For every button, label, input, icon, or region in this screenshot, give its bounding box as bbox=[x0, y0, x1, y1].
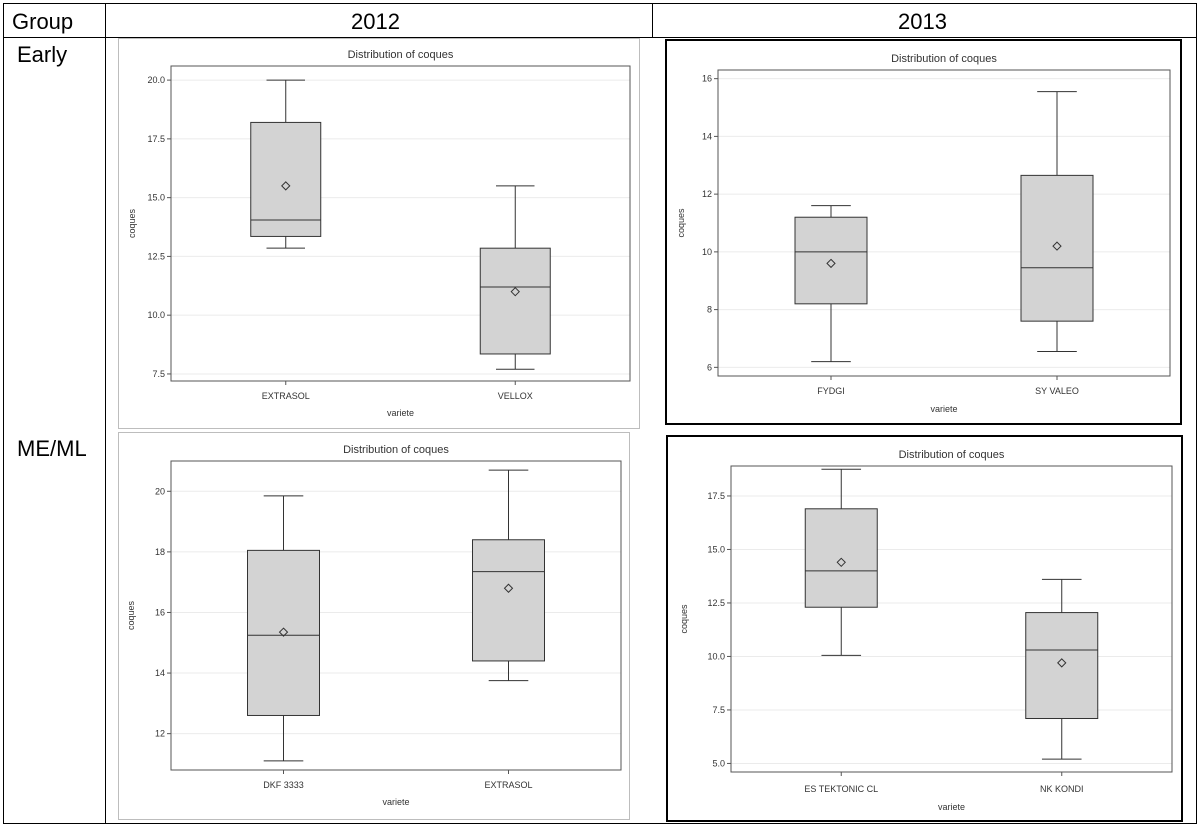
mean-marker bbox=[503, 583, 514, 593]
boxplot-chart-meml-2013: ES TEKTONIC CL NK KONDI 5.0 7.5 10.0 12.5 15.0… bbox=[679, 449, 1173, 812]
y-tick-label: 20.0 bbox=[147, 75, 165, 85]
box-es-tektonic-cl bbox=[804, 468, 878, 656]
y-tick-label: 16 bbox=[155, 607, 165, 617]
y-tick-label: 12.5 bbox=[147, 251, 165, 261]
box-extrasol bbox=[250, 79, 322, 249]
box-fydgi bbox=[794, 205, 868, 363]
mean-marker bbox=[510, 286, 520, 297]
table-top-border bbox=[3, 3, 1197, 4]
y-tick-label: 18 bbox=[155, 547, 165, 557]
y-tick-label: 7.5 bbox=[712, 705, 725, 715]
iqr-box bbox=[794, 216, 868, 305]
x-tick-label: NK KONDI bbox=[1040, 784, 1084, 794]
x-axis-label: variete bbox=[387, 408, 414, 418]
mean-marker bbox=[1052, 241, 1062, 251]
x-tick-label: ES TEKTONIC CL bbox=[804, 784, 878, 794]
boxplot-chart-meml-2012: DKF 3333 EXTRASOL 12 14 16 18 20 Distribution o… bbox=[126, 444, 622, 807]
x-tick-label: VELLOX bbox=[498, 391, 533, 401]
header-year-2012: 2012 bbox=[351, 9, 400, 34]
box-nk-kondi bbox=[1025, 578, 1099, 760]
iqr-box bbox=[1020, 174, 1094, 322]
box-sy-valeo bbox=[1020, 91, 1094, 352]
iqr-box bbox=[1025, 612, 1099, 720]
header-group: Group bbox=[12, 9, 74, 34]
y-tick-label: 14 bbox=[702, 131, 712, 141]
y-axis-label: coques bbox=[127, 208, 137, 238]
x-axis-label: variete bbox=[930, 404, 957, 414]
y-axis-label: coques bbox=[126, 600, 136, 630]
iqr-box bbox=[247, 549, 320, 716]
x-axis-label: variete bbox=[382, 797, 409, 807]
y-tick-label: 10.0 bbox=[147, 310, 165, 320]
box-vellox bbox=[479, 185, 551, 370]
chart-title: Distribution of coques bbox=[899, 449, 1005, 461]
y-tick-label: 10 bbox=[702, 247, 712, 257]
chart-title: Distribution of coques bbox=[343, 444, 449, 456]
y-tick-label: 6 bbox=[707, 362, 712, 372]
mean-marker bbox=[1057, 658, 1067, 668]
y-tick-label: 15.0 bbox=[147, 193, 165, 203]
y-tick-label: 12.5 bbox=[707, 598, 725, 608]
chart-panel-early-2012: EXTRASOL VELLOX 7.5 10.0 12.5 15.0 17.5 20.0 Dis… bbox=[118, 38, 640, 429]
iqr-box bbox=[472, 539, 545, 662]
chart-panel-meml-2012: DKF 3333 EXTRASOL 12 14 16 18 20 Distribution o… bbox=[118, 432, 630, 820]
table-header-separator bbox=[3, 37, 1197, 38]
x-tick-label: FYDGI bbox=[817, 386, 845, 396]
y-tick-label: 15.0 bbox=[707, 544, 725, 554]
mean-marker bbox=[278, 627, 289, 637]
plot-frame bbox=[170, 65, 631, 382]
plot-frame bbox=[730, 465, 1173, 773]
y-tick-label: 7.5 bbox=[152, 369, 165, 379]
x-tick-label: SY VALEO bbox=[1035, 386, 1079, 396]
row-label-early: Early bbox=[17, 42, 68, 67]
box-extrasol bbox=[472, 469, 545, 682]
y-axis-label: coques bbox=[679, 604, 689, 634]
plot-frame bbox=[170, 460, 622, 771]
table-year-column-separator bbox=[652, 3, 653, 38]
x-tick-label: EXTRASOL bbox=[484, 780, 532, 790]
y-tick-label: 12 bbox=[702, 189, 712, 199]
table-group-column-separator bbox=[105, 3, 106, 824]
table-right-border bbox=[1196, 3, 1197, 824]
plot-frame bbox=[717, 69, 1171, 377]
boxplot-chart-early-2012: EXTRASOL VELLOX 7.5 10.0 12.5 15.0 17.5 20.0 Dis… bbox=[127, 49, 631, 418]
iqr-box bbox=[479, 247, 551, 355]
chart-panel-early-2013: FYDGI SY VALEO 6 8 10 12 14 16 Distribution of c… bbox=[665, 39, 1182, 425]
box-dkf-3333 bbox=[247, 495, 320, 762]
mean-marker bbox=[836, 557, 846, 568]
y-tick-label: 14 bbox=[155, 668, 165, 678]
header-year-2013: 2013 bbox=[898, 9, 947, 34]
chart-panel-meml-2013: ES TEKTONIC CL NK KONDI 5.0 7.5 10.0 12.5 15.0… bbox=[666, 435, 1183, 822]
chart-title: Distribution of coques bbox=[348, 49, 454, 61]
y-tick-label: 20 bbox=[155, 486, 165, 496]
x-tick-label: EXTRASOL bbox=[262, 391, 310, 401]
chart-title: Distribution of coques bbox=[891, 53, 997, 65]
table-bottom-border bbox=[3, 823, 1197, 824]
y-tick-label: 16 bbox=[702, 74, 712, 84]
iqr-box bbox=[250, 121, 322, 237]
y-axis-label: coques bbox=[676, 208, 686, 238]
mean-marker bbox=[826, 258, 836, 269]
y-tick-label: 12 bbox=[155, 729, 165, 739]
table-left-border bbox=[3, 3, 4, 824]
y-tick-label: 17.5 bbox=[707, 491, 725, 501]
y-tick-label: 17.5 bbox=[147, 134, 165, 144]
y-tick-label: 5.0 bbox=[712, 758, 725, 768]
mean-marker bbox=[281, 181, 291, 191]
x-tick-label: DKF 3333 bbox=[263, 780, 304, 790]
row-label-me-ml: ME/ML bbox=[17, 436, 87, 461]
y-tick-label: 8 bbox=[707, 305, 712, 315]
x-axis-label: variete bbox=[938, 802, 965, 812]
y-tick-label: 10.0 bbox=[707, 651, 725, 661]
boxplot-chart-early-2013: FYDGI SY VALEO 6 8 10 12 14 16 Distribution of c… bbox=[676, 53, 1171, 414]
